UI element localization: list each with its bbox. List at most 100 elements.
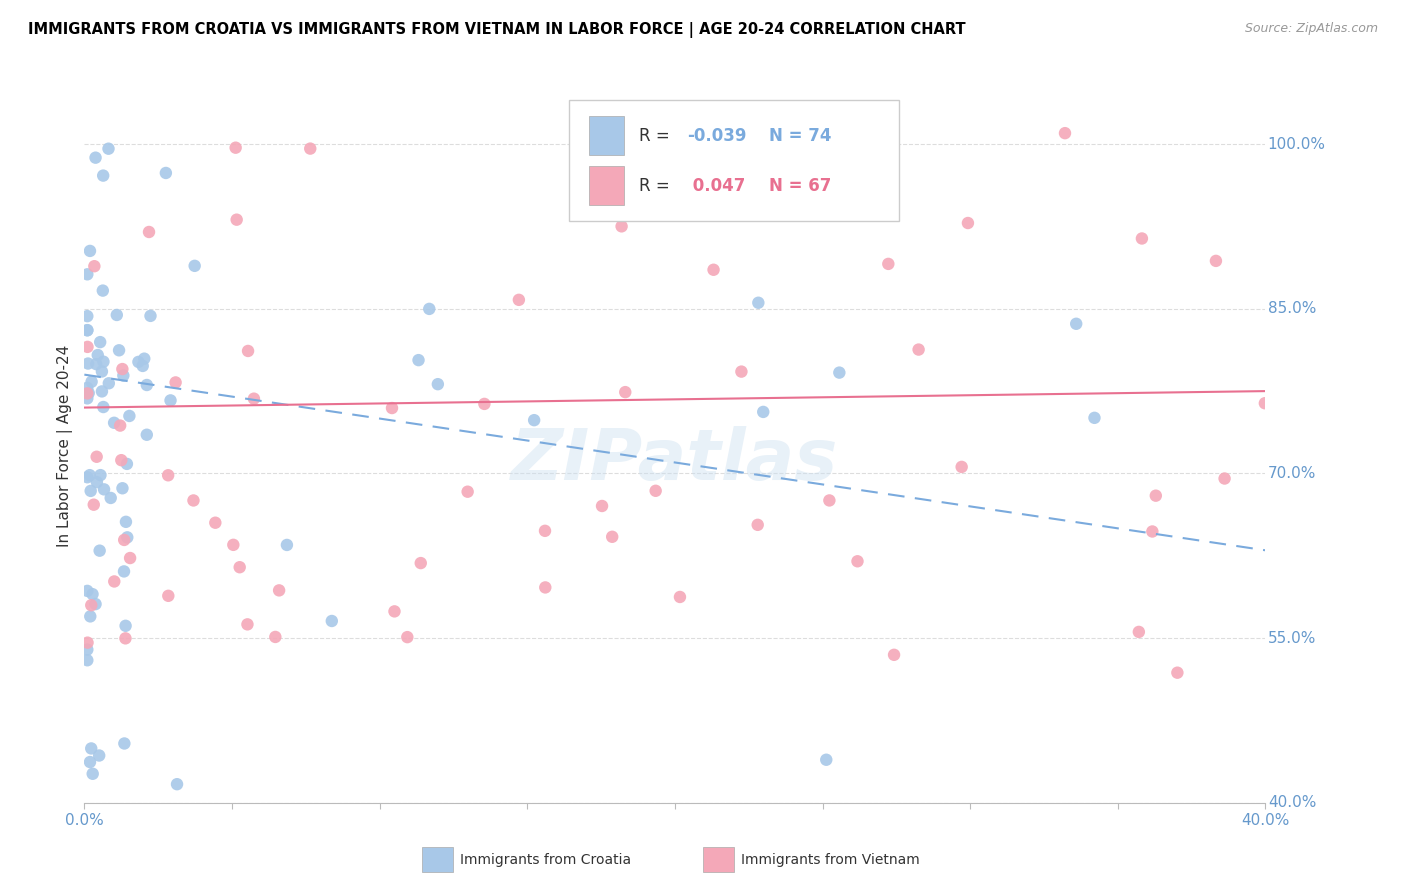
Point xyxy=(76,392,98,406)
Point xyxy=(747,517,769,532)
Point xyxy=(228,560,250,574)
Text: 85.0%: 85.0% xyxy=(1268,301,1316,317)
Point xyxy=(76,635,98,649)
Point xyxy=(118,409,141,423)
Point xyxy=(828,366,851,380)
Point xyxy=(409,556,432,570)
Point xyxy=(86,450,108,464)
Point xyxy=(600,530,623,544)
Point xyxy=(89,468,111,483)
Point xyxy=(84,357,107,371)
Point xyxy=(165,376,187,390)
Point xyxy=(114,619,136,633)
Point xyxy=(1053,126,1076,140)
Point xyxy=(877,257,900,271)
Text: 0.047: 0.047 xyxy=(686,177,745,194)
Point xyxy=(84,151,107,165)
Bar xyxy=(589,166,624,205)
Point xyxy=(112,736,135,750)
Point xyxy=(93,354,115,368)
Point xyxy=(90,364,112,378)
Point xyxy=(117,530,139,544)
Point xyxy=(225,141,247,155)
Point xyxy=(97,376,120,391)
Bar xyxy=(589,116,624,155)
Point xyxy=(76,653,98,667)
Point xyxy=(87,348,110,362)
Text: IMMIGRANTS FROM CROATIA VS IMMIGRANTS FROM VIETNAM IN LABOR FORCE | AGE 20-24 CO: IMMIGRANTS FROM CROATIA VS IMMIGRANTS FR… xyxy=(28,22,966,38)
Point xyxy=(76,386,98,401)
Point xyxy=(77,386,100,401)
Point xyxy=(457,484,479,499)
Point xyxy=(264,630,287,644)
Point xyxy=(269,583,291,598)
Point xyxy=(157,468,180,483)
Point xyxy=(276,538,298,552)
Point xyxy=(183,259,205,273)
Point xyxy=(534,581,557,595)
Point xyxy=(166,777,188,791)
Text: 55.0%: 55.0% xyxy=(1268,631,1316,646)
Point xyxy=(1205,253,1227,268)
Point xyxy=(80,483,103,498)
Point xyxy=(115,515,138,529)
Point xyxy=(80,598,103,612)
Point xyxy=(183,493,205,508)
Point xyxy=(1271,594,1294,608)
Point xyxy=(108,343,131,358)
Point xyxy=(669,590,692,604)
Point xyxy=(120,551,142,566)
Point xyxy=(321,614,343,628)
Point xyxy=(610,219,633,234)
Point xyxy=(91,400,114,414)
Point xyxy=(77,357,100,371)
Point xyxy=(818,493,841,508)
Point xyxy=(105,308,128,322)
Point xyxy=(396,630,419,644)
Point xyxy=(474,397,496,411)
Text: N = 67: N = 67 xyxy=(769,177,832,194)
Point xyxy=(157,589,180,603)
Point xyxy=(644,483,666,498)
Point xyxy=(907,343,929,357)
Point xyxy=(159,393,181,408)
Point xyxy=(110,453,132,467)
Point xyxy=(132,359,155,373)
Point xyxy=(134,351,156,366)
Point xyxy=(115,457,138,471)
Point xyxy=(591,499,613,513)
Point xyxy=(79,468,101,483)
Point xyxy=(1144,489,1167,503)
Point xyxy=(80,741,103,756)
Point xyxy=(91,284,114,298)
Point xyxy=(752,405,775,419)
Point xyxy=(418,301,440,316)
Point xyxy=(1285,648,1308,663)
Text: -0.039: -0.039 xyxy=(686,127,747,145)
Point xyxy=(91,384,114,399)
Point xyxy=(508,293,530,307)
Point xyxy=(76,583,98,598)
Point xyxy=(139,309,162,323)
Point xyxy=(1083,410,1105,425)
Text: R =: R = xyxy=(640,177,675,194)
Point xyxy=(83,498,105,512)
Point xyxy=(1166,665,1188,680)
Point xyxy=(76,381,98,395)
Point xyxy=(1130,231,1153,245)
Point xyxy=(883,648,905,662)
Point xyxy=(1301,500,1323,515)
Point xyxy=(112,368,135,383)
Point xyxy=(100,491,122,505)
Point xyxy=(225,212,247,227)
Point xyxy=(703,262,725,277)
Point xyxy=(76,642,98,657)
Text: 70.0%: 70.0% xyxy=(1268,466,1316,481)
Point xyxy=(222,538,245,552)
Point xyxy=(384,604,406,618)
Point xyxy=(79,244,101,258)
Point xyxy=(1254,396,1277,410)
Point xyxy=(91,169,114,183)
Text: ZIPatlas: ZIPatlas xyxy=(512,425,838,495)
Point xyxy=(76,340,98,354)
